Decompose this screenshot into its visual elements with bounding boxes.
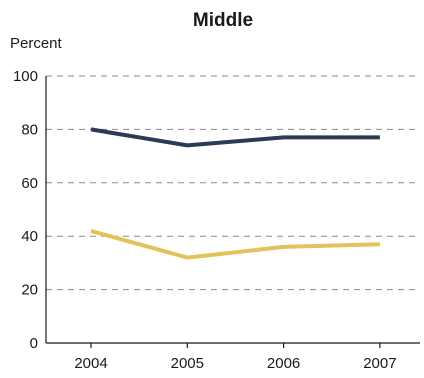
x-tick-label: 2007 [363,355,396,372]
series-line-1 [90,127,380,148]
series-line-2 [90,228,380,260]
y-tick-label: 80 [21,121,38,138]
y-tick-label: 40 [21,228,38,245]
y-tick-label: 60 [21,175,38,192]
y-tick-label: 0 [30,335,38,352]
y-tick-labels: 0 20 40 60 80 100 [13,68,38,352]
axes [45,76,420,348]
y-axis-label: Percent [10,35,63,52]
x-tick-labels: 2004 2005 2006 2007 [74,355,396,372]
gridlines [46,75,420,291]
series-lines [90,127,380,260]
x-tick-label: 2005 [171,355,204,372]
x-tick-label: 2006 [267,355,300,372]
y-tick-label: 20 [21,282,38,299]
x-tick-label: 2004 [74,355,107,372]
chart-title: Middle [193,10,253,31]
y-tick-label: 100 [13,68,38,85]
